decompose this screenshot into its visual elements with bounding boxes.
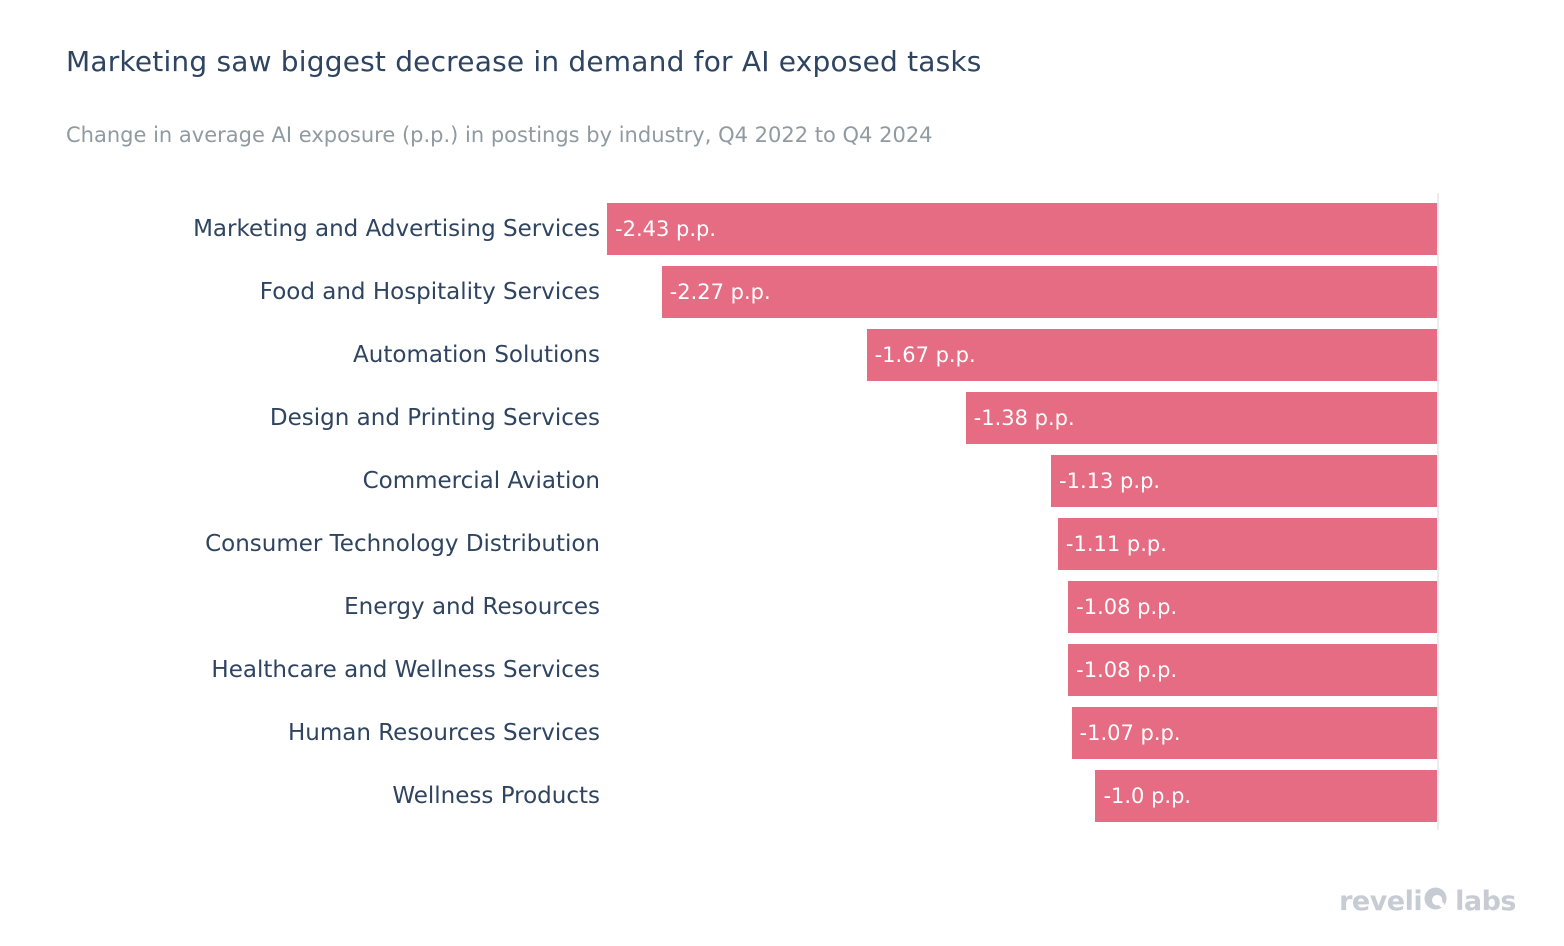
value-label: -2.27 p.p.: [669, 280, 771, 304]
bar-row: Marketing and Advertising Services -2.43 …: [66, 203, 1437, 255]
bar-area: -1.38 p.p.: [607, 392, 1437, 444]
bar: -1.0 p.p.: [1095, 770, 1437, 822]
value-label: -1.67 p.p.: [874, 343, 976, 367]
category-label: Human Resources Services: [287, 720, 600, 746]
bar-row: Design and Printing Services -1.38 p.p.: [66, 392, 1437, 444]
bar-area: -1.13 p.p.: [607, 455, 1437, 507]
bar: -1.38 p.p.: [965, 392, 1437, 444]
value-label: -1.07 p.p.: [1079, 721, 1181, 745]
bar: -1.07 p.p.: [1071, 707, 1437, 759]
bar-rows-container: Marketing and Advertising Services -2.43 …: [66, 203, 1437, 822]
brand-text-prefix: reveli: [1339, 885, 1423, 917]
value-label: -1.38 p.p.: [973, 406, 1075, 430]
bar: -1.08 p.p.: [1068, 644, 1437, 696]
value-label: -1.0 p.p.: [1103, 784, 1192, 808]
bar-row: Automation Solutions -1.67 p.p.: [66, 329, 1437, 381]
bar-row: Commercial Aviation -1.13 p.p.: [66, 455, 1437, 507]
chart-subtitle: Change in average AI exposure (p.p.) in …: [66, 123, 933, 147]
value-label: -1.11 p.p.: [1065, 532, 1167, 556]
category-label: Automation Solutions: [353, 342, 600, 368]
bar-row: Wellness Products -1.0 p.p.: [66, 770, 1437, 822]
value-label: -1.13 p.p.: [1059, 469, 1161, 493]
bar: -1.67 p.p.: [866, 329, 1437, 381]
category-label: Marketing and Advertising Services: [193, 216, 600, 242]
category-label: Design and Printing Services: [269, 405, 600, 431]
bar-plot: Marketing and Advertising Services -2.43 …: [66, 193, 1439, 830]
bar: -2.43 p.p.: [607, 203, 1437, 255]
bar-area: -2.27 p.p.: [607, 266, 1437, 318]
bar-row: Human Resources Services -1.07 p.p.: [66, 707, 1437, 759]
bar-area: -1.08 p.p.: [607, 581, 1437, 633]
bar-area: -2.43 p.p.: [607, 203, 1437, 255]
brand-watermark: reveli labs: [1339, 884, 1516, 918]
bar-area: -1.0 p.p.: [607, 770, 1437, 822]
value-label: -2.43 p.p.: [615, 217, 717, 241]
bar-area: -1.08 p.p.: [607, 644, 1437, 696]
value-label: -1.08 p.p.: [1076, 595, 1178, 619]
value-label: -1.08 p.p.: [1076, 658, 1178, 682]
category-label: Healthcare and Wellness Services: [211, 657, 600, 683]
bar-area: -1.67 p.p.: [607, 329, 1437, 381]
category-label: Commercial Aviation: [362, 468, 600, 494]
category-label: Energy and Resources: [344, 594, 600, 620]
zero-axis-line: [1437, 193, 1439, 830]
category-label: Food and Hospitality Services: [259, 279, 600, 305]
chart-title: Marketing saw biggest decrease in demand…: [66, 45, 982, 78]
bar-row: Food and Hospitality Services -2.27 p.p.: [66, 266, 1437, 318]
bar-area: -1.11 p.p.: [607, 518, 1437, 570]
bar-area: -1.07 p.p.: [607, 707, 1437, 759]
bar-row: Consumer Technology Distribution -1.11 p.…: [66, 518, 1437, 570]
brand-text-suffix: labs: [1455, 885, 1516, 917]
bar: -2.27 p.p.: [661, 266, 1437, 318]
category-label: Consumer Technology Distribution: [205, 531, 600, 557]
bar-row: Healthcare and Wellness Services -1.08 p.…: [66, 644, 1437, 696]
revelio-o-logo-icon: [1423, 886, 1448, 918]
bar: -1.08 p.p.: [1068, 581, 1437, 633]
bar-row: Energy and Resources -1.08 p.p.: [66, 581, 1437, 633]
bar: -1.11 p.p.: [1057, 518, 1437, 570]
bar: -1.13 p.p.: [1051, 455, 1437, 507]
category-label: Wellness Products: [392, 783, 600, 809]
